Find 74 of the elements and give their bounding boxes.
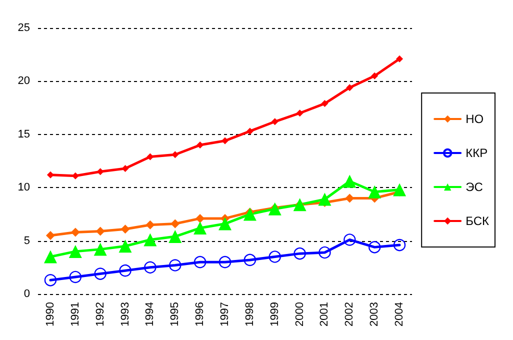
x-tick-label: 1991 [69, 302, 82, 326]
point [343, 174, 356, 188]
x-tick-label: 1996 [194, 302, 206, 326]
x-tick-label: 1990 [44, 302, 56, 326]
point [368, 241, 381, 254]
point [144, 233, 157, 246]
legend-label: БСК [466, 214, 490, 228]
point [344, 234, 356, 246]
point [118, 240, 132, 253]
x-tick-label: 1994 [144, 302, 156, 326]
point [119, 264, 132, 277]
y-tick-label: 20 [18, 75, 30, 88]
point [146, 153, 154, 160]
x-tick-label: 1995 [169, 302, 182, 326]
point [294, 247, 306, 260]
x-tick-label: 1993 [119, 302, 132, 326]
point [46, 171, 54, 178]
point [218, 217, 232, 230]
point [120, 224, 130, 234]
x-tick-label: 1997 [219, 302, 231, 326]
point [321, 100, 328, 108]
point [268, 202, 282, 216]
x-tick-label: 2001 [318, 302, 331, 326]
point [271, 118, 278, 126]
point [368, 185, 382, 198]
point [169, 259, 182, 272]
point [170, 219, 180, 228]
legend-label: ККР [466, 146, 488, 160]
point [68, 244, 82, 258]
point [96, 168, 104, 176]
point [243, 208, 256, 221]
point [246, 128, 254, 135]
x-tick-label: 1992 [94, 302, 106, 326]
y-tick-label: 0 [24, 288, 30, 300]
x-tick-label: 1999 [268, 302, 281, 326]
y-tick-label: 10 [18, 182, 30, 194]
point [194, 222, 207, 235]
point [46, 230, 55, 240]
point [218, 256, 232, 268]
point [144, 261, 156, 274]
point [268, 250, 281, 263]
point [44, 250, 57, 264]
point [318, 246, 331, 259]
point [194, 256, 206, 268]
point [44, 274, 57, 286]
point [94, 268, 106, 280]
y-tick-label: 25 [18, 22, 30, 34]
point [396, 55, 404, 62]
point [222, 137, 228, 144]
point [94, 242, 107, 256]
point [196, 142, 204, 149]
y-tick-label: 15 [18, 128, 30, 140]
point [96, 226, 105, 236]
point [371, 72, 378, 80]
point [318, 192, 332, 206]
point [296, 110, 304, 117]
x-tick-label: 1998 [244, 302, 256, 326]
point [172, 151, 179, 158]
point [122, 164, 129, 172]
legend-label: НО [466, 112, 484, 126]
point [346, 84, 354, 92]
x-tick-label: 2004 [394, 302, 406, 326]
point [393, 238, 406, 252]
point [146, 220, 155, 230]
y-tick-label: 5 [24, 234, 30, 247]
point [168, 230, 182, 244]
point [69, 270, 82, 284]
point [393, 183, 406, 196]
legend-label: ЭС [466, 180, 484, 194]
point [244, 254, 256, 266]
x-tick-label: 2002 [344, 302, 356, 326]
point [70, 228, 80, 237]
x-tick-label: 2003 [368, 302, 381, 326]
x-tick-label: 2000 [294, 302, 306, 326]
